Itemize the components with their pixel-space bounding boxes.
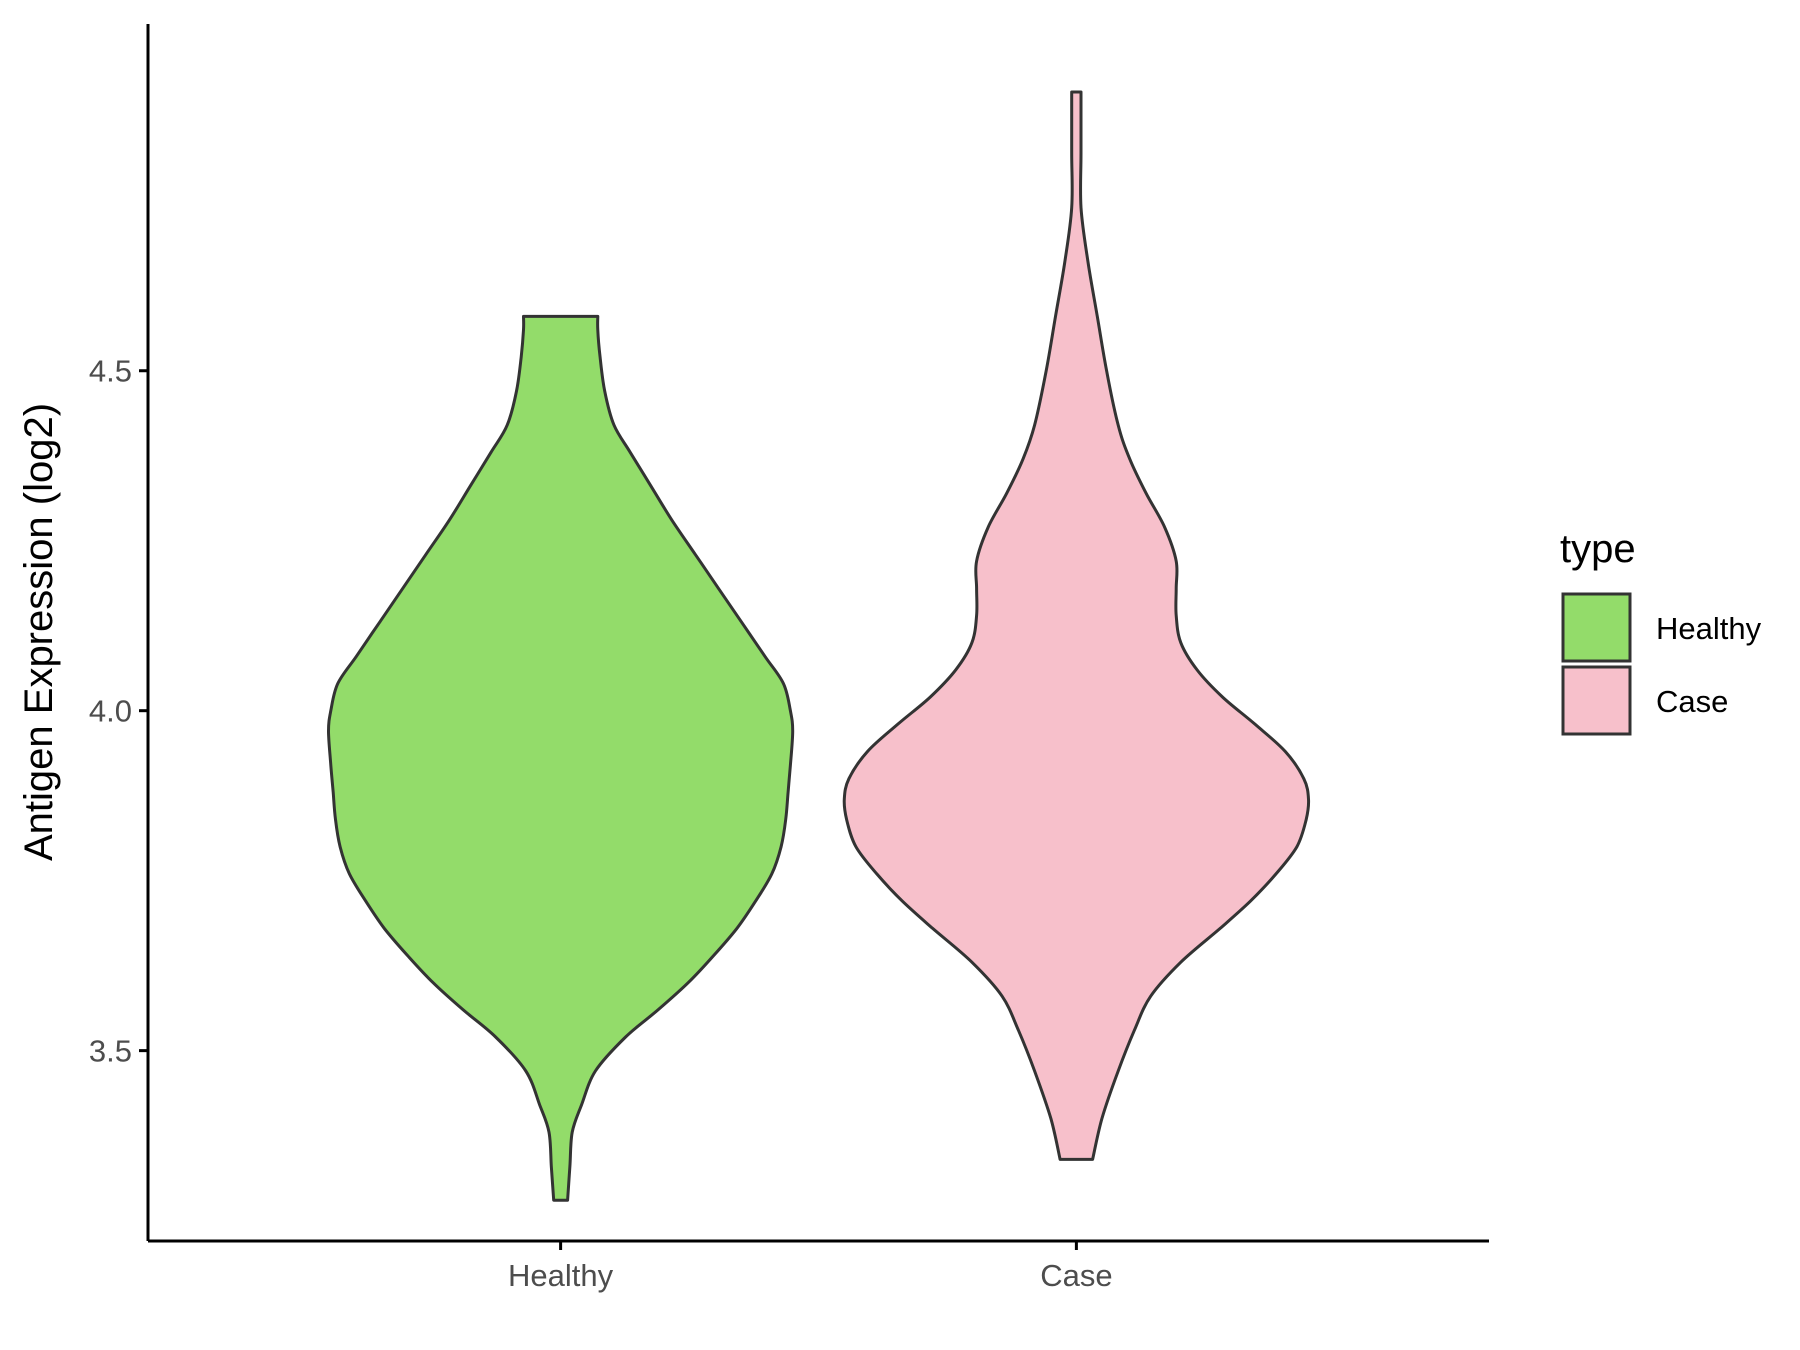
y-axis-ticks: 3.5 4.0 4.5 (89, 354, 148, 1069)
legend-label-healthy: Healthy (1656, 611, 1762, 646)
legend-swatch-case (1561, 665, 1632, 736)
violin-healthy (327, 314, 795, 1202)
x-tick-label: Case (1040, 1258, 1112, 1293)
x-axis-ticks: Healthy Case (508, 1241, 1113, 1293)
legend-entries: Healthy Case (1561, 592, 1762, 736)
y-axis-title: Antigen Expression (log2) (17, 403, 61, 861)
y-tick-label: 4.0 (89, 694, 132, 729)
legend-title: type (1560, 527, 1636, 571)
violin-case (842, 90, 1311, 1161)
legend-swatch-healthy (1561, 592, 1632, 663)
x-tick-label: Healthy (508, 1258, 614, 1293)
y-tick-label: 3.5 (89, 1034, 132, 1069)
legend-label-case: Case (1656, 684, 1728, 719)
plot-area (327, 90, 1311, 1202)
legend: type Healthy Case (1560, 527, 1762, 736)
y-tick-label: 4.5 (89, 354, 132, 389)
